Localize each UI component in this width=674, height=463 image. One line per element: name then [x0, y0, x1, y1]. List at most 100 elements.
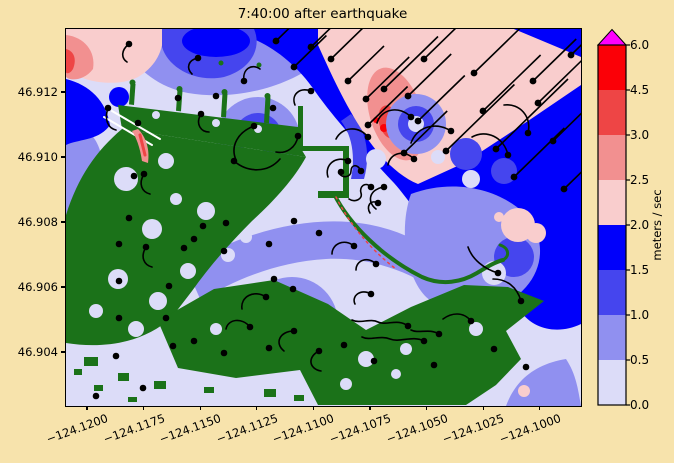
particle-streamline [330, 29, 364, 60]
chart-title: 7:40:00 after earthquake [237, 6, 408, 22]
particle-dot [407, 113, 415, 121]
map-region [174, 353, 181, 358]
particle-trail [492, 278, 522, 302]
particle-dot [315, 347, 323, 355]
map-region [380, 124, 388, 132]
particle-dot [374, 199, 382, 207]
colorbar-tick-label: 1.5 [630, 263, 650, 277]
particle-dot [492, 145, 500, 153]
colorbar-tick-label: 1.0 [630, 308, 650, 322]
particle-dot [340, 341, 348, 349]
particle-dot [174, 94, 182, 102]
y-tick-label: 46.906 [17, 280, 58, 294]
particle-dot [139, 384, 147, 392]
particle-dot [414, 117, 422, 125]
map-region [494, 212, 504, 222]
particle-trail [467, 246, 499, 274]
map-region [129, 83, 136, 105]
particle-dot [125, 40, 133, 48]
y-tick-mark [60, 91, 65, 93]
particle-dot [517, 297, 525, 305]
particle-dot [370, 357, 378, 365]
particle-dot [404, 322, 412, 330]
map-region [256, 62, 262, 68]
particle-streamline [365, 56, 410, 100]
map-region [244, 371, 252, 376]
particle-dot [567, 51, 575, 59]
map-region [332, 192, 505, 285]
colorbar-tick-label: 6.0 [630, 38, 650, 52]
x-tick-mark [86, 405, 88, 410]
map-region [128, 397, 137, 402]
map-region [138, 133, 147, 157]
particle-dot [410, 155, 418, 163]
map-region [264, 389, 276, 397]
x-tick-mark [482, 405, 484, 410]
particle-streamline [383, 35, 439, 90]
colorbar-tick-label: 2.5 [630, 173, 650, 187]
particle-trail [241, 293, 267, 310]
map-region [221, 92, 228, 118]
particle-dot [364, 121, 372, 129]
map-region [152, 111, 160, 119]
particle-dot [222, 219, 230, 227]
y-tick-label: 46.904 [17, 345, 58, 359]
particle-dot [230, 157, 238, 165]
map-region [114, 167, 138, 191]
colorbar-segment [598, 360, 626, 405]
particle-dot [125, 214, 133, 222]
y-tick-mark [60, 286, 65, 288]
particle-dot [470, 69, 478, 77]
particle-dot [272, 37, 280, 45]
colorbar-segment [598, 270, 626, 315]
particle-dot [250, 122, 258, 130]
particle-streamline [473, 29, 521, 74]
particle-dot [380, 85, 388, 93]
x-tick-mark [539, 405, 541, 410]
particle-dot [169, 342, 177, 350]
particle-streamline [407, 53, 452, 97]
particle-streamline [495, 78, 569, 150]
particle-dot [294, 132, 302, 140]
particle-trail [351, 319, 409, 327]
particle-streamline [275, 29, 290, 42]
y-tick-mark [60, 156, 65, 158]
x-tick-mark [312, 405, 315, 410]
map-region [170, 193, 182, 205]
map-region [450, 138, 482, 170]
map-region [218, 60, 224, 66]
particle-dot [344, 77, 352, 85]
particle-dot [130, 172, 138, 180]
particle-dot [522, 363, 530, 371]
particle-trail [471, 133, 509, 156]
plot-area [65, 28, 582, 407]
particle-streamline [563, 171, 581, 190]
particle-dot [190, 337, 198, 345]
colorbar-units-label: meters / sec [650, 189, 664, 261]
map-region [204, 387, 214, 393]
particle-dot [420, 337, 428, 345]
particle-streamline [532, 38, 577, 82]
map-region [462, 170, 480, 188]
particle-dot [115, 240, 123, 248]
map-region [118, 373, 129, 381]
particle-dot [180, 244, 188, 252]
particle-dot [344, 157, 352, 165]
map-region [298, 146, 349, 151]
map-region [366, 149, 386, 169]
map-region [89, 304, 103, 318]
y-tick-label: 46.908 [17, 215, 58, 229]
particle-streamline [423, 29, 457, 60]
x-tick-mark [143, 405, 145, 410]
particle-dot [290, 327, 298, 335]
map-region [221, 89, 228, 95]
map-region [176, 86, 183, 92]
particle-dot [494, 269, 502, 277]
particle-dot [212, 92, 220, 100]
map-region [66, 79, 110, 145]
particle-dot [447, 127, 455, 135]
colorbar-segment [598, 225, 626, 270]
map-region [224, 359, 233, 365]
colorbar-tick-label: 4.5 [630, 83, 650, 97]
colorbar-tick-label: 3.0 [630, 128, 650, 142]
